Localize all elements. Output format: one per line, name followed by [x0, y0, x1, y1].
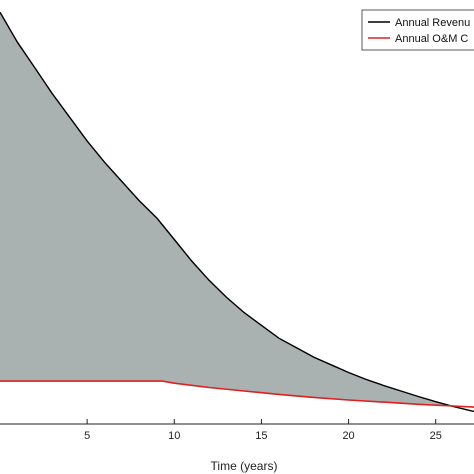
revenue-om-gap-area — [0, 12, 452, 406]
legend: Annual Revenu Annual O&M C — [361, 9, 474, 51]
x-tick-label: 25 — [430, 430, 442, 442]
x-tick-label: 5 — [84, 430, 90, 442]
axes: 5 10 15 20 25 — [0, 419, 474, 442]
legend-label: Annual O&M C — [395, 33, 468, 45]
series-layer — [0, 11, 474, 413]
x-axis-title: Time (years) — [211, 459, 278, 473]
plot-area — [0, 11, 474, 413]
x-tick-label: 15 — [255, 430, 267, 442]
legend-label: Annual Revenu — [395, 17, 470, 29]
x-tick-label: 10 — [168, 430, 180, 442]
series-line-annual-om-cost — [0, 380, 474, 408]
legend-items: Annual Revenu Annual O&M C — [368, 17, 470, 45]
series-line-annual-revenue — [0, 11, 474, 413]
x-tick-label: 20 — [342, 430, 354, 442]
x-ticks: 5 10 15 20 25 — [84, 419, 442, 442]
legend-box — [361, 9, 474, 51]
